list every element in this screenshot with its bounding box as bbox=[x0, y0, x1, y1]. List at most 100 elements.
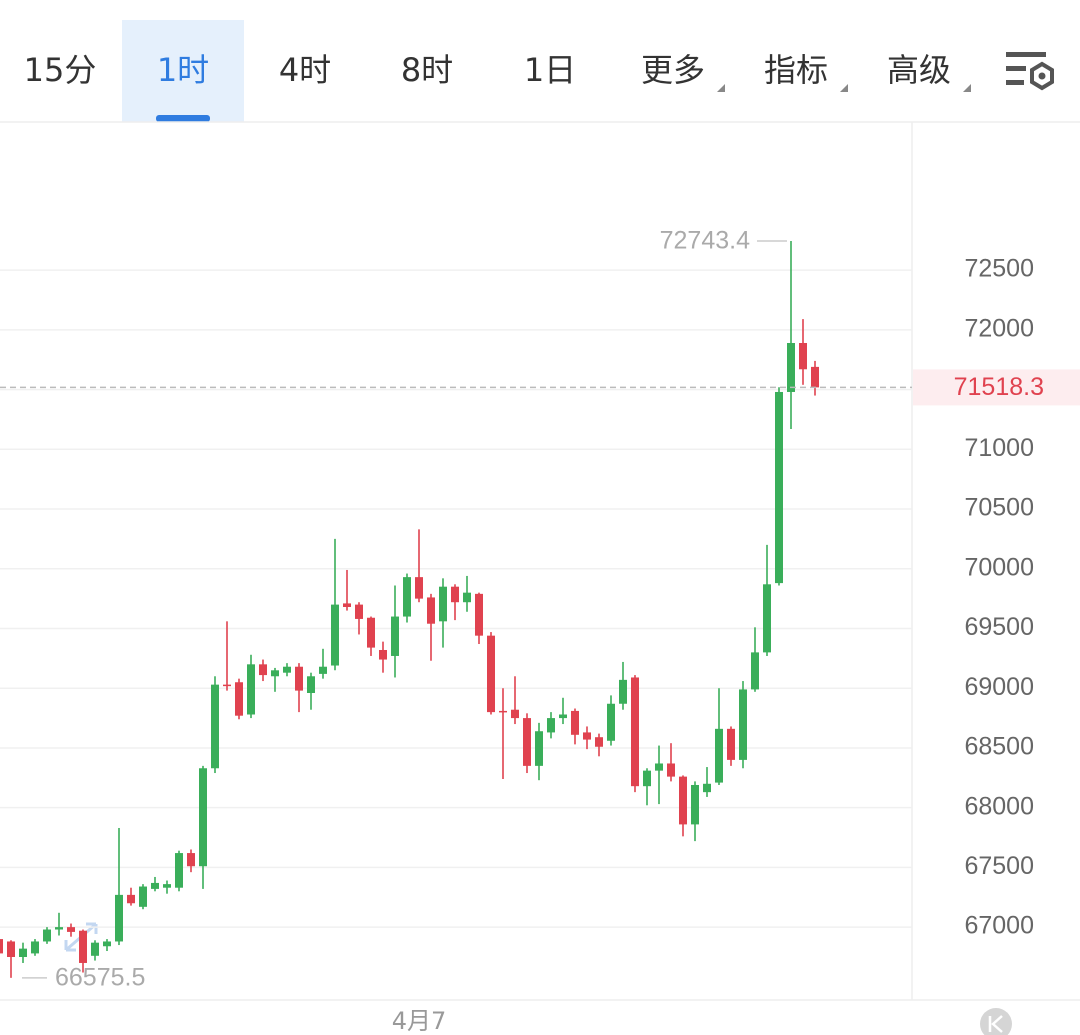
candle-body bbox=[379, 649, 387, 660]
y-tick-label: 71000 bbox=[964, 434, 1034, 462]
candle-body bbox=[523, 718, 531, 766]
dropdown-triangle bbox=[840, 84, 848, 92]
candle-body bbox=[763, 584, 771, 653]
y-tick-label: 72000 bbox=[964, 314, 1034, 342]
y-tick-label: 67500 bbox=[964, 852, 1034, 880]
y-tick-label: 70000 bbox=[964, 553, 1034, 581]
candle-body bbox=[691, 784, 699, 825]
active-tab-indicator bbox=[156, 115, 210, 122]
tab[interactable]: 1日 bbox=[524, 51, 576, 89]
candle-body bbox=[247, 664, 255, 715]
candle-body bbox=[715, 728, 723, 783]
last-price-label: 71518.3 bbox=[954, 373, 1044, 401]
tab[interactable]: 更多 bbox=[641, 51, 705, 89]
icon-dot bbox=[1038, 72, 1046, 80]
candle-body bbox=[271, 670, 279, 677]
last-price-box bbox=[913, 369, 1080, 406]
tab[interactable]: 指标 bbox=[764, 51, 828, 89]
candle-body bbox=[211, 684, 219, 769]
candle-body bbox=[223, 684, 231, 687]
y-tick-label: 67000 bbox=[964, 912, 1034, 940]
icon-hex bbox=[1030, 61, 1054, 91]
candle-body bbox=[655, 763, 663, 771]
candle-body bbox=[463, 592, 471, 603]
candle-body bbox=[0, 939, 3, 954]
tab[interactable]: 1时 bbox=[157, 51, 209, 89]
candle-body bbox=[295, 666, 303, 691]
candle-body bbox=[643, 770, 651, 787]
k-glyph bbox=[988, 1015, 1003, 1033]
tab[interactable]: 8时 bbox=[401, 51, 453, 89]
candle-body bbox=[727, 728, 735, 760]
candle-body bbox=[451, 586, 459, 603]
candle-body bbox=[283, 666, 291, 673]
candle-body bbox=[595, 737, 603, 747]
candles bbox=[0, 241, 819, 978]
candle-body bbox=[487, 635, 495, 713]
candle-body bbox=[511, 709, 519, 719]
k-button[interactable] bbox=[980, 1008, 1012, 1035]
candle-body bbox=[343, 603, 351, 607]
candle-body bbox=[811, 366, 819, 388]
tab[interactable]: 15分 bbox=[24, 51, 97, 89]
x-tick-label: 4月7 bbox=[392, 1007, 447, 1035]
icon-bar bbox=[1006, 80, 1024, 85]
candle-body bbox=[679, 776, 687, 825]
candle-body bbox=[331, 604, 339, 666]
candle-body bbox=[319, 666, 327, 674]
candle-body bbox=[199, 768, 207, 867]
candle-body bbox=[127, 894, 135, 904]
candle-body bbox=[391, 616, 399, 656]
candle-body bbox=[559, 714, 567, 719]
dropdown-triangle bbox=[963, 84, 971, 92]
y-tick-label: 69500 bbox=[964, 613, 1034, 641]
y-tick-label: 72500 bbox=[964, 255, 1034, 283]
candle-body bbox=[583, 732, 591, 740]
candle-body bbox=[547, 718, 555, 733]
candle-body bbox=[175, 853, 183, 888]
y-tick-label: 70500 bbox=[964, 494, 1034, 522]
candle-body bbox=[79, 930, 87, 963]
candle-body bbox=[355, 604, 363, 619]
candle-body bbox=[7, 941, 15, 957]
candle-body bbox=[403, 577, 411, 617]
candle-body bbox=[259, 664, 267, 676]
candle-body bbox=[571, 710, 579, 735]
candle-body bbox=[115, 894, 123, 942]
candle-body bbox=[31, 941, 39, 954]
candle-body bbox=[43, 929, 51, 942]
candle-body bbox=[499, 710, 507, 713]
candle-body bbox=[667, 763, 675, 777]
candle-body bbox=[475, 593, 483, 636]
candle-body bbox=[427, 597, 435, 624]
candle-body bbox=[91, 942, 99, 956]
candle-body bbox=[703, 783, 711, 793]
y-tick-label: 68000 bbox=[964, 792, 1034, 820]
y-tick-label: 68500 bbox=[964, 733, 1034, 761]
candle-body bbox=[799, 342, 807, 370]
tab[interactable]: 高级 bbox=[887, 51, 951, 89]
grid bbox=[0, 269, 912, 928]
candle-body bbox=[751, 652, 759, 690]
candle-body bbox=[103, 941, 111, 947]
candle-body bbox=[139, 886, 147, 907]
candle-body bbox=[439, 586, 447, 622]
candle-body bbox=[739, 689, 747, 760]
candle-body bbox=[163, 884, 171, 888]
candle-body bbox=[307, 676, 315, 693]
candle-body bbox=[775, 391, 783, 584]
tab[interactable]: 4时 bbox=[279, 51, 331, 89]
high-label: 72743.4 bbox=[660, 227, 750, 255]
candle-body bbox=[367, 617, 375, 648]
candle-body bbox=[787, 342, 795, 392]
candle-body bbox=[535, 731, 543, 766]
settings-icon[interactable] bbox=[1006, 52, 1054, 91]
candle-body bbox=[415, 577, 423, 599]
low-label: 66575.5 bbox=[55, 963, 145, 991]
candle-body bbox=[19, 948, 27, 957]
candle-body bbox=[607, 703, 615, 741]
candle-body bbox=[55, 927, 63, 930]
